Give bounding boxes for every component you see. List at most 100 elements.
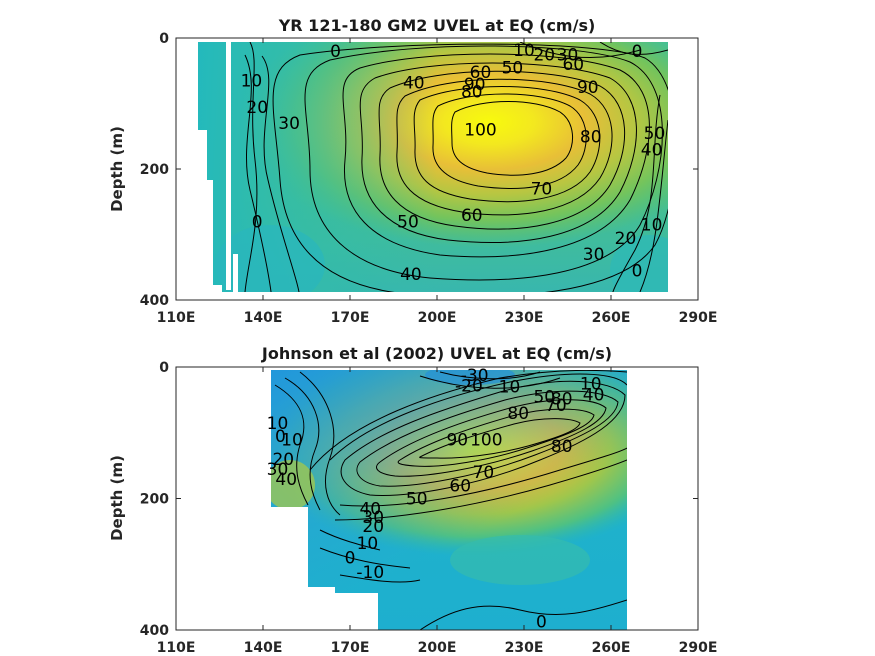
x-tick-label: 110E	[157, 640, 196, 656]
contour-line	[439, 371, 541, 380]
contour-label: 80	[551, 390, 573, 410]
x-tick-label: 230E	[505, 640, 544, 656]
contour-label: -30	[461, 366, 489, 386]
contour-label: 30	[583, 245, 605, 265]
contour-label: 40	[359, 499, 381, 519]
contour-label: 70	[531, 180, 553, 200]
x-tick-label: 260E	[592, 310, 631, 326]
y-tick-label: 400	[140, 623, 169, 639]
contour-line	[376, 399, 607, 477]
contour-line	[451, 101, 573, 176]
panel-top-deep-west-pool	[215, 225, 325, 292]
x-tick-label: 200E	[418, 640, 457, 656]
contour-label: 80	[461, 83, 483, 103]
nodata-mask	[176, 38, 198, 300]
contour-label: 80	[551, 437, 573, 457]
contour-label: -20	[455, 376, 483, 396]
y-tick-label: 200	[140, 162, 169, 178]
contour-line	[432, 93, 587, 189]
contour-label: 30	[267, 460, 289, 480]
x-tick-label: 290E	[679, 310, 718, 326]
y-tick-label: 0	[159, 31, 169, 47]
contour-line	[378, 70, 625, 230]
panel-bottom: Johnson et al (2002) UVEL at EQ (cm/s)	[108, 344, 717, 656]
contour-label: 10	[499, 378, 521, 398]
contour-label: 0	[536, 612, 547, 632]
contour-line	[356, 390, 619, 487]
y-tick-label: 200	[140, 492, 169, 508]
contour-label: 100	[470, 430, 502, 450]
panel-top-ylabel: Depth (m)	[108, 126, 126, 212]
contour-label: 50	[533, 388, 555, 408]
contour-label: 20	[246, 98, 268, 118]
panel-top-contours	[244, 42, 668, 292]
contour-line	[611, 94, 661, 292]
contour-line	[359, 62, 637, 243]
panel-bottom-deep-patch	[450, 535, 590, 585]
x-tick-label: 140E	[244, 310, 283, 326]
contour-label: 50	[397, 212, 419, 232]
panel-bottom-field-westside	[271, 370, 627, 630]
contour-label: 60	[449, 476, 471, 496]
panel-bottom-west-warm-patch	[271, 460, 315, 510]
contour-label: 30	[557, 45, 579, 65]
panel-bottom-ylabel: Depth (m)	[108, 455, 126, 541]
contour-label: 30	[278, 114, 300, 134]
x-tick-label: 290E	[679, 640, 718, 656]
panel-bottom-title: Johnson et al (2002) UVEL at EQ (cm/s)	[261, 344, 612, 363]
panel-top-title: YR 121-180 GM2 UVEL at EQ (cm/s)	[278, 16, 596, 35]
contour-line	[340, 380, 626, 496]
contour-label: 60	[461, 206, 483, 226]
contour-label: 70	[545, 396, 567, 416]
x-tick-label: 170E	[331, 310, 370, 326]
contour-label: 40	[641, 140, 663, 160]
contour-line	[339, 574, 421, 583]
contour-line	[304, 45, 663, 281]
x-tick-label: 230E	[505, 310, 544, 326]
x-tick-label: 110E	[157, 310, 196, 326]
x-tick-label: 200E	[418, 310, 457, 326]
contour-label: 10	[281, 430, 303, 450]
contour-label: 10	[580, 374, 602, 394]
contour-label: 10	[513, 41, 535, 61]
contour-label: 40	[403, 74, 425, 94]
contour-line	[284, 377, 321, 511]
contour-label: 20	[533, 45, 555, 65]
contour-line	[639, 119, 668, 292]
contour-line	[339, 447, 627, 507]
contour-label: 0	[632, 262, 643, 282]
contour-label: 100	[464, 121, 496, 141]
contour-label: 20	[272, 450, 294, 470]
contour-label: -10	[356, 563, 384, 583]
nodata-mask	[226, 38, 231, 290]
contour-label: 10	[357, 534, 379, 554]
contour-label: 40	[275, 470, 297, 490]
contour-line	[519, 42, 641, 59]
contour-label: 0	[275, 427, 286, 447]
contour-label: 10	[267, 414, 289, 434]
contour-line	[274, 384, 309, 506]
contour-line	[299, 371, 341, 516]
x-tick-label: 140E	[244, 640, 283, 656]
contour-label: 70	[473, 463, 495, 483]
contour-line	[419, 418, 581, 459]
contour-label: 10	[641, 216, 663, 236]
contour-label: 50	[406, 490, 428, 510]
contour-label: 90	[446, 430, 468, 450]
contour-line	[319, 529, 381, 551]
contour-label: 20	[615, 229, 637, 249]
contour-line	[419, 599, 627, 630]
panel-top-field	[198, 42, 668, 292]
contour-label: 50	[644, 124, 666, 144]
contour-line	[272, 43, 668, 292]
contour-line	[599, 42, 668, 55]
contour-line	[397, 408, 595, 467]
contour-label: 0	[632, 42, 643, 62]
contour-label: 80	[580, 127, 602, 147]
contour-label: 40	[400, 265, 422, 285]
contour-line	[334, 459, 627, 521]
y-tick-label: 0	[159, 360, 169, 376]
